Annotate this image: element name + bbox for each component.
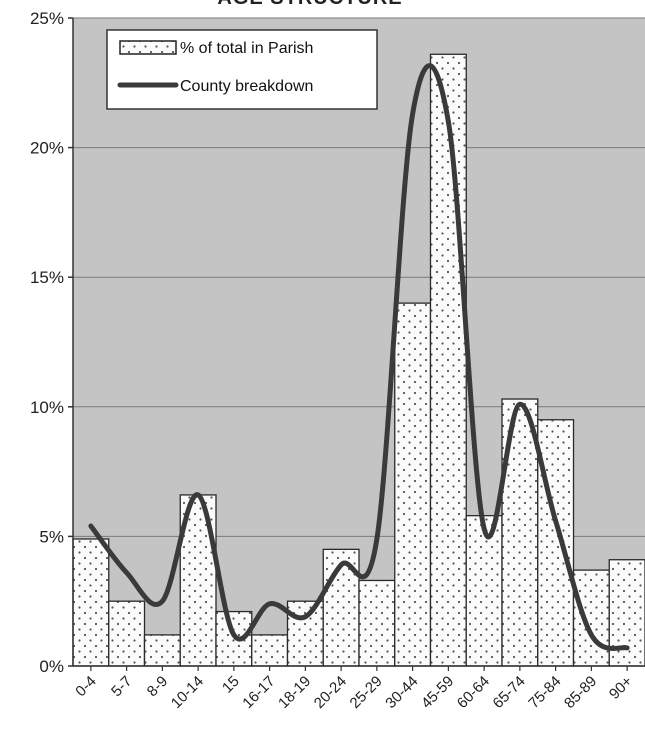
x-axis-ticks: 0-4 5-7 8-910-14 1516-1718-1920-2425-2930-4…: [72, 666, 636, 712]
county-breakdown-line: [88, 63, 630, 652]
x-tick-label: 85-89: [561, 673, 600, 712]
x-tick-label: 0-4: [72, 673, 99, 700]
x-tick-label: 20-24: [311, 673, 350, 712]
x-tick-label: 65-74: [490, 673, 529, 712]
bar-16-17: [251, 634, 289, 667]
y-tick-label: 15%: [30, 268, 64, 287]
chart-title: AGE STRUCTURE: [217, 0, 402, 9]
legend: % of total in Parish County breakdown: [106, 29, 378, 110]
y-axis-ticks: 0% 5% 10% 15% 20% 25%: [30, 9, 73, 676]
bar-25-29: [358, 579, 396, 667]
bar-18-19: [286, 600, 324, 667]
x-tick-label: 10-14: [168, 673, 207, 712]
legend-swatch-parish: [119, 40, 177, 55]
x-tick-label: 5-7: [108, 673, 135, 700]
x-tick-label: 18-19: [275, 673, 314, 712]
bar-60-64: [465, 515, 503, 667]
x-tick-label: 15: [219, 673, 243, 697]
y-tick-label: 10%: [30, 398, 64, 417]
x-tick-label: 30-44: [382, 673, 421, 712]
y-tick-label: 25%: [30, 9, 64, 28]
bar-0-4: [72, 538, 110, 667]
x-tick-label: 60-64: [454, 673, 493, 712]
bar-75-84: [537, 419, 575, 667]
y-tick-label: 5%: [39, 527, 64, 546]
x-tick-label: 45-59: [418, 673, 457, 712]
x-tick-label: 90+: [606, 673, 636, 703]
bar-5-7: [108, 600, 146, 667]
y-tick-label: 20%: [30, 139, 64, 158]
bar-8-9: [143, 634, 181, 667]
x-tick-label: 75-84: [525, 673, 564, 712]
x-tick-label: 8-9: [144, 673, 171, 700]
bar-30-44: [394, 302, 432, 667]
x-tick-label: 16-17: [239, 673, 278, 712]
legend-label-county: County breakdown: [180, 78, 313, 95]
bar-85-89: [572, 569, 610, 667]
y-tick-label: 0%: [39, 657, 64, 676]
legend-label-parish: % of total in Parish: [180, 40, 313, 57]
bar-45-59: [429, 53, 467, 667]
x-tick-label: 25-29: [347, 673, 386, 712]
